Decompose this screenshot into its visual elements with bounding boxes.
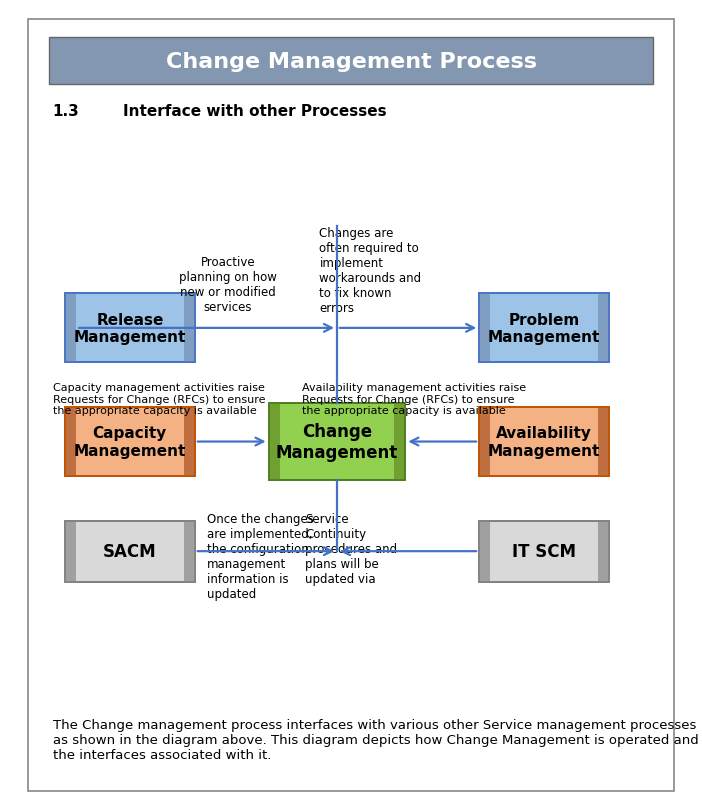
- Text: 1.3: 1.3: [53, 104, 79, 118]
- Bar: [184, 521, 194, 582]
- Bar: [65, 294, 194, 363]
- Text: IT SCM: IT SCM: [512, 543, 576, 560]
- Bar: [479, 521, 491, 582]
- Bar: [65, 521, 194, 582]
- Bar: [268, 403, 406, 480]
- Text: Availability management activities raise
Requests for Change (RFCs) to ensure
th: Availability management activities raise…: [302, 383, 526, 416]
- Text: The Change management process interfaces with various other Service management p: The Change management process interfaces…: [53, 718, 698, 761]
- Text: Change Management Process: Change Management Process: [166, 52, 536, 71]
- Bar: [479, 294, 491, 363]
- Bar: [65, 407, 77, 476]
- Bar: [597, 294, 609, 363]
- Text: Service
Continuity
procedures and
plans will be
updated via: Service Continuity procedures and plans …: [305, 513, 397, 586]
- Bar: [49, 38, 653, 85]
- Bar: [479, 521, 609, 582]
- Text: Once the changes
are implemented,
the configuration
management
information is
up: Once the changes are implemented, the co…: [207, 513, 314, 600]
- Bar: [597, 521, 609, 582]
- Bar: [479, 294, 609, 363]
- Bar: [268, 403, 406, 480]
- Text: Change
Management: Change Management: [276, 423, 398, 461]
- Text: Availability
Management: Availability Management: [488, 426, 600, 458]
- Text: Problem
Management: Problem Management: [488, 312, 600, 345]
- Text: SACM: SACM: [103, 543, 157, 560]
- Bar: [65, 294, 77, 363]
- Text: Proactive
planning on how
new or modified
services: Proactive planning on how new or modifie…: [179, 255, 277, 313]
- Text: Release
Management: Release Management: [74, 312, 186, 345]
- Bar: [479, 407, 609, 476]
- Bar: [479, 407, 609, 476]
- Bar: [395, 403, 406, 480]
- Bar: [184, 407, 194, 476]
- Bar: [479, 407, 491, 476]
- Bar: [479, 294, 609, 363]
- Bar: [65, 407, 194, 476]
- Bar: [268, 403, 279, 480]
- Bar: [184, 294, 194, 363]
- Text: Changes are
often required to
implement
workarounds and
to fix known
errors: Changes are often required to implement …: [319, 227, 421, 315]
- Text: Capacity
Management: Capacity Management: [74, 426, 186, 458]
- Bar: [65, 294, 194, 363]
- Bar: [65, 407, 194, 476]
- Bar: [65, 521, 194, 582]
- Bar: [65, 521, 77, 582]
- Text: Interface with other Processes: Interface with other Processes: [123, 104, 387, 118]
- Text: Capacity management activities raise
Requests for Change (RFCs) to ensure
the ap: Capacity management activities raise Req…: [53, 383, 265, 416]
- Bar: [479, 521, 609, 582]
- Bar: [597, 407, 609, 476]
